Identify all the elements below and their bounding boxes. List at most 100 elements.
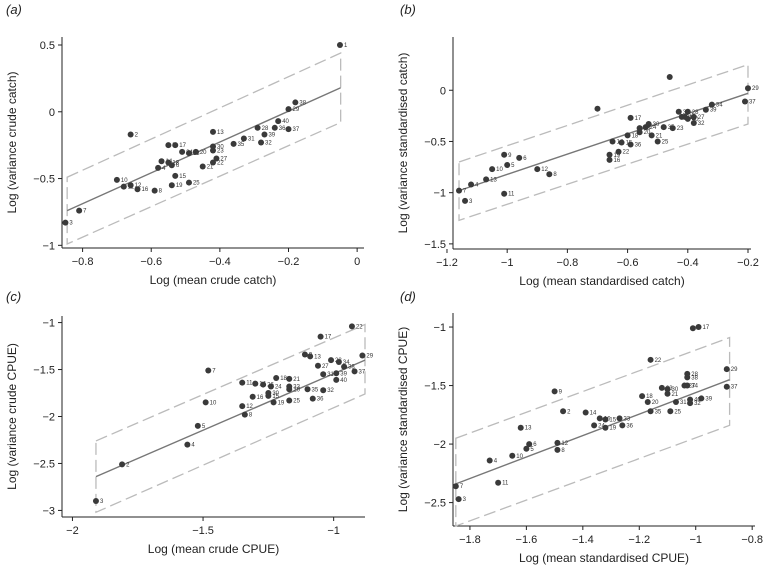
data-point [336,42,343,49]
data-point [723,366,730,373]
data-point [636,125,643,132]
data-point-label: 8 [561,448,565,454]
data-point-label: 18 [632,133,639,139]
data-point-label: 28 [691,372,698,378]
data-point-label: 35 [238,142,245,148]
x-tick-label: −1 [689,534,702,546]
panel-b: (b) Log (mean standardised catch) Log (v… [396,2,759,288]
data-point-label: 23 [677,126,684,132]
data-point [184,441,191,448]
data-point [261,131,268,138]
data-point [307,353,314,360]
data-point [606,156,613,163]
data-point [320,371,327,378]
data-point [254,124,261,131]
y-tick-label: 0 [49,107,55,119]
data-point [260,381,267,388]
data-point-label: 34 [343,360,350,366]
data-point [582,409,589,416]
data-point [127,182,134,189]
data-point [210,159,216,166]
data-point [314,362,321,369]
data-point [241,411,248,418]
data-point-label: 13 [525,426,532,432]
data-point-label: 7 [83,209,87,215]
data-point-label: 37 [293,127,300,133]
data-point-label: 38 [683,110,690,116]
data-point-label: 39 [268,132,275,138]
data-point [647,356,654,363]
data-point [304,386,311,393]
data-point-label: 35 [668,125,675,131]
data-point [627,141,634,148]
y-tick-label: −1.5 [424,381,446,393]
panel-d-letter: (d) [400,289,416,304]
data-point [462,197,469,204]
data-point-label: 32 [327,388,334,394]
data-point-label: 7 [460,484,464,490]
data-point-label: 17 [179,143,186,149]
data-point-label: 7 [463,189,467,195]
y-tick-label: −2 [433,439,446,451]
data-point [654,138,661,145]
data-point-label: 9 [559,389,563,395]
data-point [741,98,748,105]
data-point-label: 27 [688,384,695,390]
data-point [239,379,246,386]
data-point [249,393,256,400]
y-tick-label: −1 [42,240,55,252]
panel-a-y-axis-title: Log (variance crude catch) [5,71,19,213]
data-point-label: 25 [193,181,200,187]
data-point [120,183,127,190]
data-point-label: 33 [624,416,631,422]
data-point-label: 38 [299,100,306,106]
data-point [658,384,665,391]
x-tick-label: −1 [501,257,514,269]
data-point [684,108,691,115]
data-point [213,155,220,162]
x-tick-label: −1.5 [192,525,214,537]
data-point [664,386,671,393]
data-point-label: 29 [731,367,738,373]
data-point-label: 18 [280,376,287,382]
x-tick-label: −0.8 [741,534,763,546]
data-point-label: 3 [69,221,73,227]
panel-c: (c) Log (mean crude CPUE) Log (variance … [5,289,374,556]
data-point-label: 6 [533,442,537,448]
data-point [684,115,691,122]
data-point-label: 7 [212,368,216,374]
data-point-label: 3 [100,499,104,505]
data-point [168,182,175,189]
data-point-label: 6 [523,156,527,162]
data-point-label: 15 [272,394,279,400]
data-point-label: 30 [653,122,660,128]
data-point [551,388,558,395]
data-point [172,172,179,179]
data-point [273,374,280,381]
data-point-label: 17 [703,325,710,331]
data-point-label: 29 [293,107,300,113]
data-point [328,357,335,364]
data-point [690,113,697,120]
data-point-label: 30 [272,391,279,397]
data-point-label: 26 [267,383,274,389]
data-point-label: 19 [278,400,285,406]
data-point [618,139,625,146]
data-point [689,325,696,332]
data-point [320,387,327,394]
data-point-label: 13 [490,177,497,183]
y-tick-label: −2.5 [33,458,55,470]
data-point-label: 33 [293,384,300,390]
data-point [483,176,490,183]
data-point-label: 32 [265,141,272,147]
data-point-label: 37 [359,369,366,375]
data-point-label: 30 [672,387,679,393]
y-tick-label: −2.5 [424,498,446,510]
data-point [172,142,179,149]
data-point [92,498,99,505]
data-point-label: 28 [692,110,699,116]
data-point [165,142,172,149]
data-point-label: 35 [312,387,319,393]
data-point [292,99,299,106]
